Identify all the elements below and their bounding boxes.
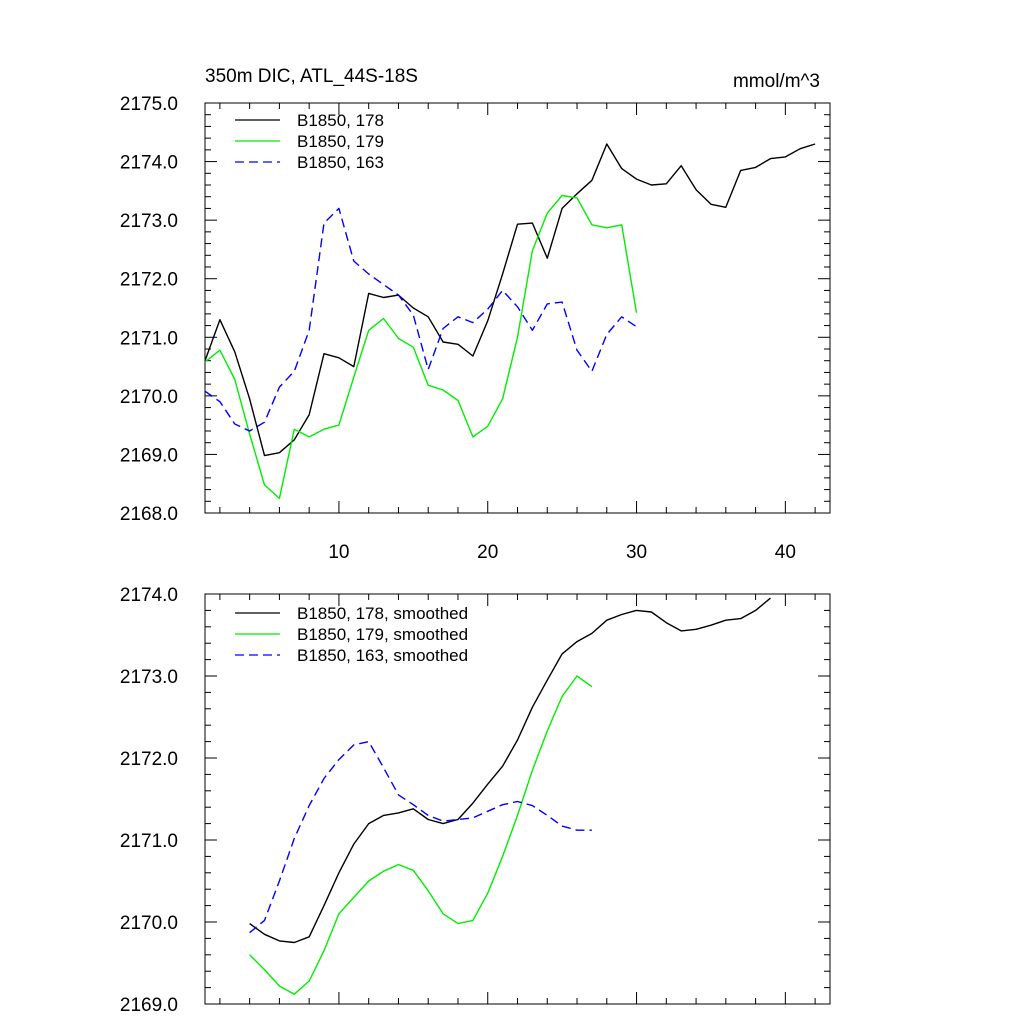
top-lines xyxy=(204,143,816,500)
top-ticks: 2168.0 2169.0 2170.0 2171.0 2172.0 2173.0 2174… xyxy=(120,94,830,563)
top-y-tick-label: 2170.0 xyxy=(120,387,178,408)
top-x-tick-label: 20 xyxy=(477,542,498,563)
bottom-y-tick-label: 2171.0 xyxy=(120,831,178,852)
bottom-y-tick-label: 2169.0 xyxy=(120,995,178,1016)
top-x-tick-label: 30 xyxy=(626,542,647,563)
bottom-legend: B1850, 178, smoothed B1850, 179, smoothe… xyxy=(235,604,468,665)
bottom-legend-label-178: B1850, 178, smoothed xyxy=(297,604,468,623)
bottom-y-tick-label: 2173.0 xyxy=(120,667,178,688)
top-series-line-179 xyxy=(204,194,638,500)
top-title-left: 350m DIC, ATL_44S-18S xyxy=(205,66,418,87)
top-y-tick-label: 2173.0 xyxy=(120,211,178,232)
bottom-series-line-179 xyxy=(249,675,593,995)
bottom-lines xyxy=(249,597,771,995)
top-legend: B1850, 178 B1850, 179 B1850, 163 xyxy=(235,111,384,172)
bottom-panel: 2169.0 2170.0 2171.0 2172.0 2173.0 2174.0 B18… xyxy=(120,585,831,1016)
bottom-y-tick-label: 2170.0 xyxy=(120,913,178,934)
top-legend-label-163: B1850, 163 xyxy=(297,153,384,172)
top-title-right: mmol/m^3 xyxy=(733,71,820,92)
top-y-tick-label: 2172.0 xyxy=(120,270,178,291)
bottom-series-line-178 xyxy=(249,597,771,944)
bottom-ticks: 2169.0 2170.0 2171.0 2172.0 2173.0 2174.0 xyxy=(120,585,830,1016)
top-legend-label-179: B1850, 179 xyxy=(297,132,384,151)
top-series-line-178 xyxy=(204,143,816,457)
top-x-tick-label: 40 xyxy=(775,542,796,563)
top-x-tick-label: 10 xyxy=(328,542,349,563)
top-y-tick-label: 2175.0 xyxy=(120,94,178,115)
top-y-tick-label: 2174.0 xyxy=(120,153,178,174)
top-series-line-163 xyxy=(204,207,637,432)
top-y-tick-label: 2169.0 xyxy=(120,445,178,466)
top-y-tick-label: 2168.0 xyxy=(120,504,178,525)
top-panel: 350m DIC, ATL_44S-18S mmol/m^3 2168.0216… xyxy=(120,66,831,563)
bottom-y-tick-label: 2172.0 xyxy=(120,749,178,770)
bottom-series-line-163 xyxy=(249,740,592,934)
top-legend-label-178: B1850, 178 xyxy=(297,111,384,130)
bottom-y-tick-label: 2174.0 xyxy=(120,585,178,606)
bottom-legend-label-163: B1850, 163, smoothed xyxy=(297,646,468,665)
bottom-legend-label-179: B1850, 179, smoothed xyxy=(297,625,468,644)
top-y-tick-label: 2171.0 xyxy=(120,328,178,349)
